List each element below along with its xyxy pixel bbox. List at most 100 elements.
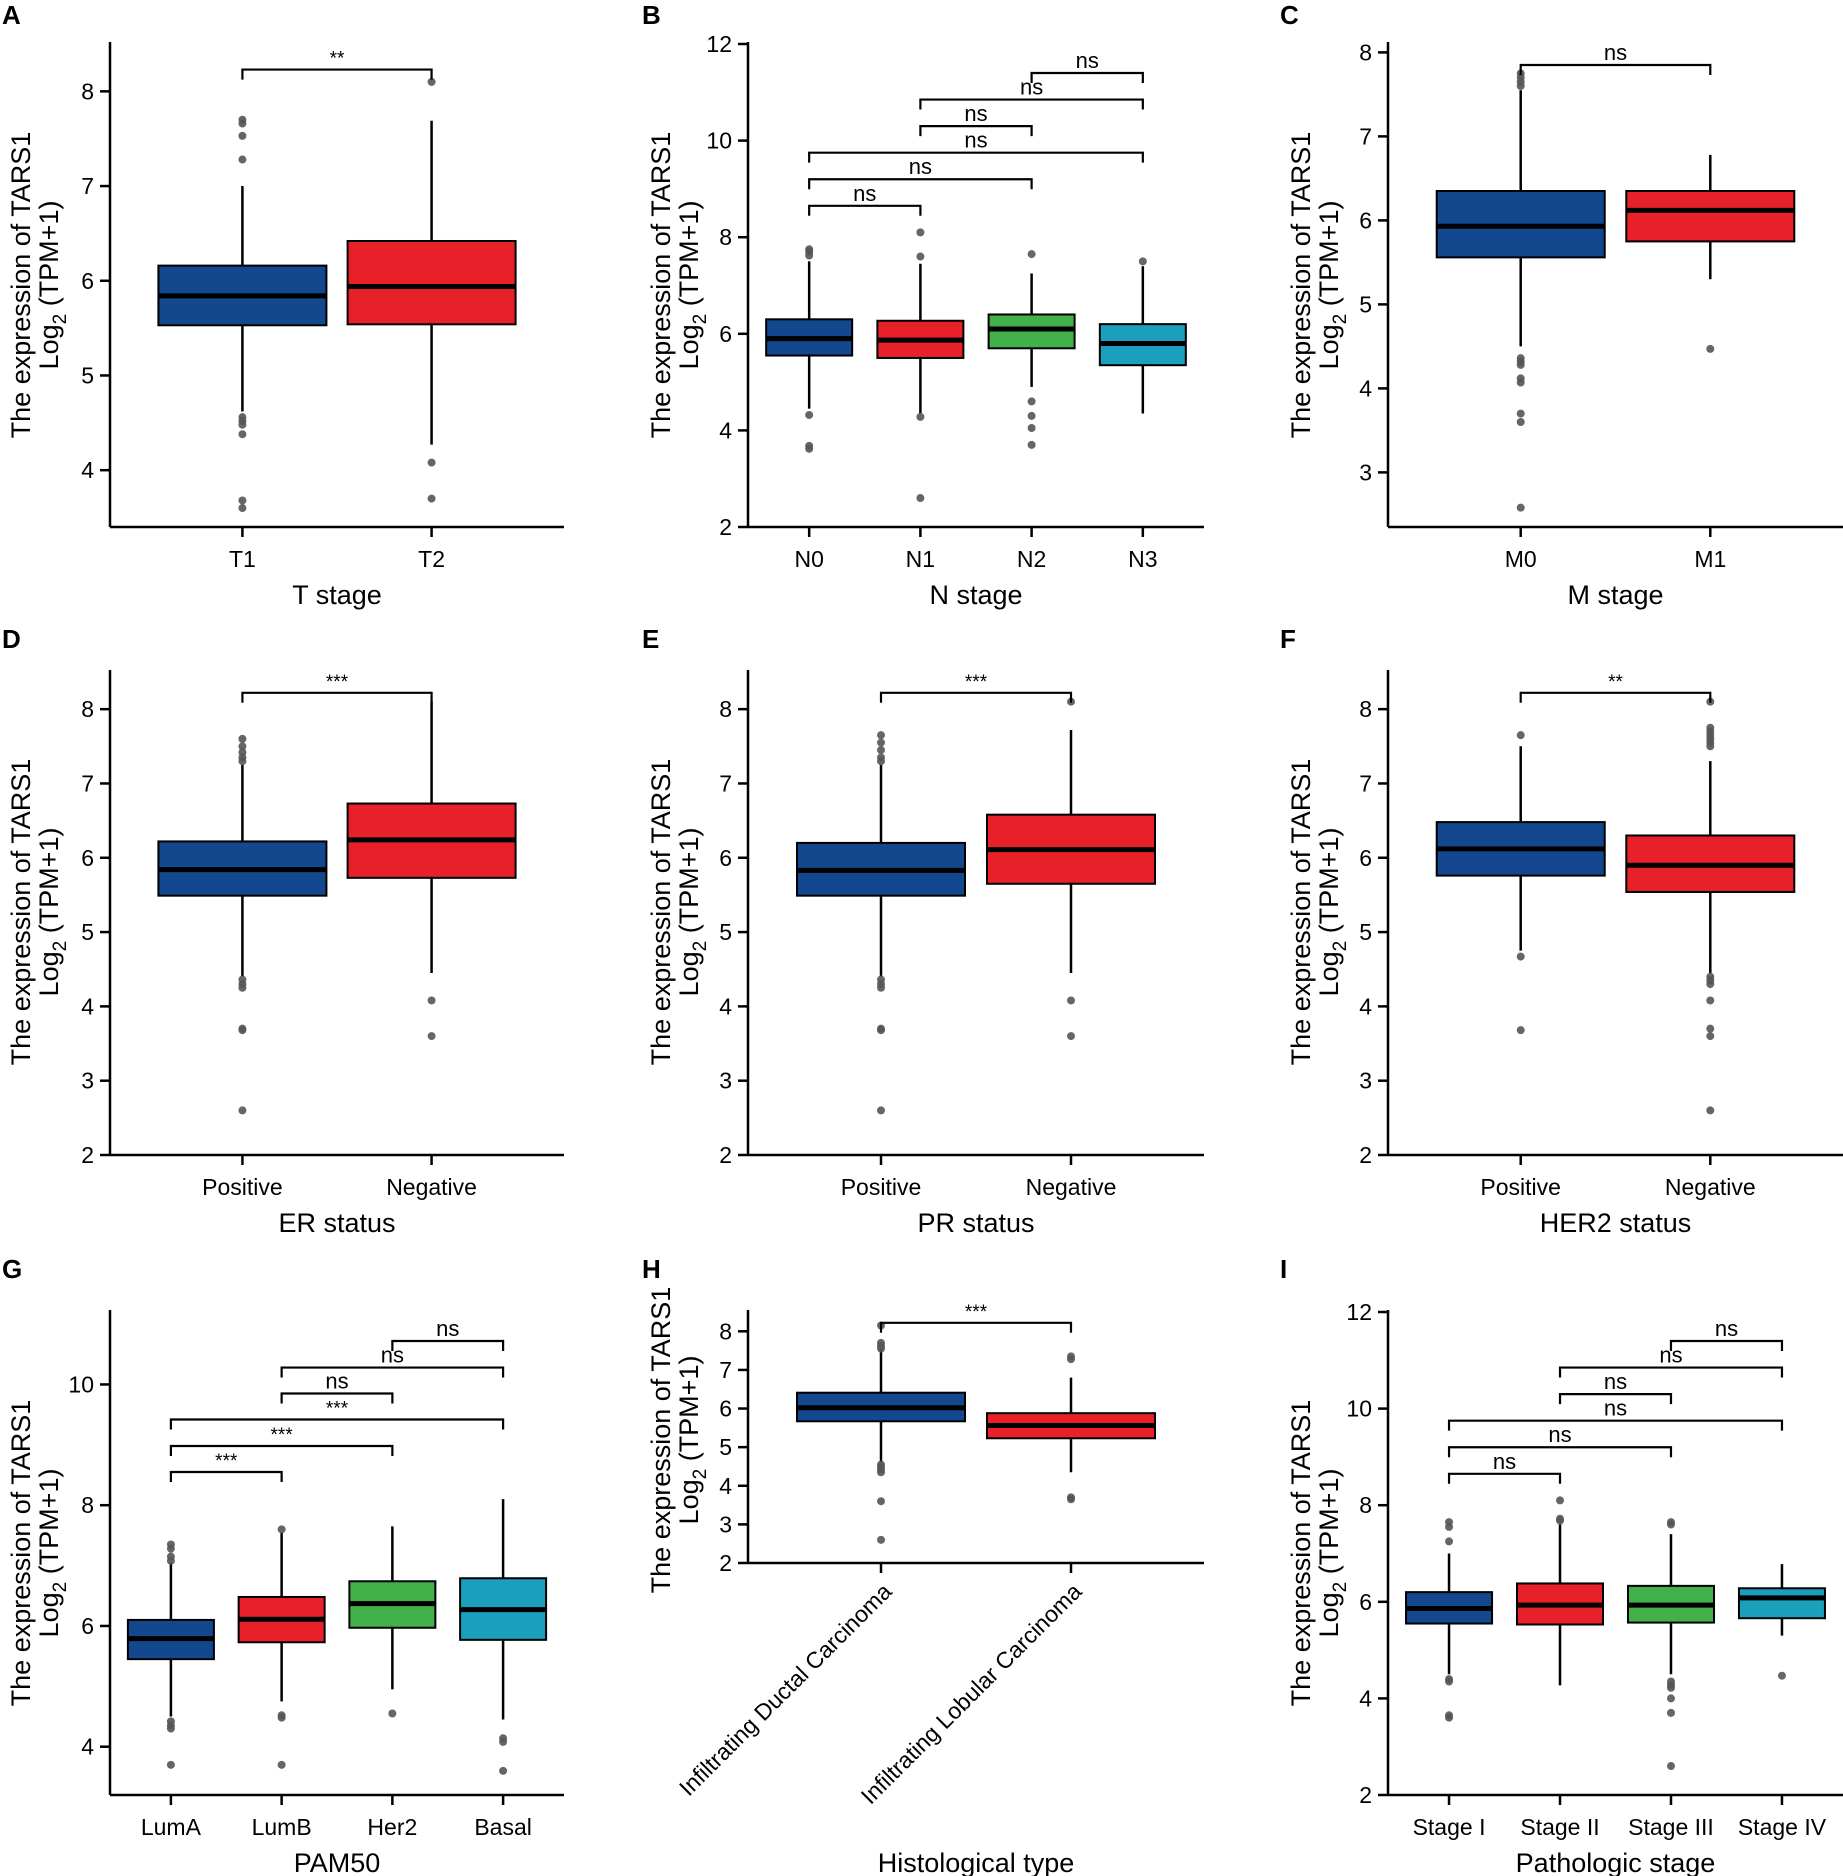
- y-tick-label: 4: [1359, 1685, 1372, 1711]
- box-lumb: [237, 1525, 326, 1769]
- x-tick-label: M1: [1694, 546, 1726, 572]
- significance-bracket: ns: [280, 1343, 505, 1378]
- y-axis-label-line1: The expression of TARS1: [6, 1400, 36, 1707]
- x-tick-label: T2: [418, 546, 445, 572]
- outlier-point: [1027, 411, 1036, 420]
- outlier-point: [427, 1032, 436, 1041]
- significance-bracket: ***: [879, 672, 1073, 703]
- y-axis-label-subscript: 2: [50, 1582, 71, 1593]
- box-n0: [765, 245, 854, 453]
- outlier-point: [1556, 1516, 1565, 1525]
- significance-bracket: ns: [1447, 1396, 1784, 1431]
- outlier-point: [1067, 1355, 1075, 1364]
- bracket-line: [808, 178, 1033, 190]
- y-tick-label: 8: [81, 78, 94, 104]
- y-axis-label-unit: (TPM+1): [1314, 201, 1344, 314]
- outlier-point: [1516, 952, 1525, 961]
- outlier-point: [238, 155, 247, 164]
- significance-bracket: ***: [169, 1425, 394, 1457]
- y-axis-label-line2: Log2 (TPM+1): [674, 1356, 711, 1525]
- bracket-line: [1519, 63, 1712, 75]
- bracket-line: [169, 1444, 394, 1457]
- outlier-point: [1445, 1522, 1454, 1531]
- box-stage-ii: [1516, 1496, 1605, 1686]
- x-axis-title: Histological type: [878, 1848, 1075, 1876]
- panel-letter: B: [642, 0, 661, 30]
- outlier-point: [1706, 1032, 1715, 1041]
- y-tick-label: 3: [719, 1511, 732, 1537]
- y-tick-label: 6: [1359, 207, 1372, 233]
- y-axis-label-line1: The expression of TARS1: [646, 132, 676, 439]
- y-axis-label-line1: The expression of TARS1: [646, 759, 676, 1066]
- outlier-point: [1516, 1026, 1525, 1035]
- x-axis-title: ER status: [278, 1208, 395, 1238]
- y-tick-label: 12: [706, 31, 732, 57]
- y-axis-label-subscript: 2: [690, 314, 711, 325]
- significance-label: ***: [271, 1425, 294, 1446]
- outlier-point: [238, 1106, 247, 1115]
- x-tick-label: Stage I: [1413, 1814, 1486, 1840]
- x-axis-title: N stage: [929, 580, 1022, 610]
- panel-letter: D: [2, 624, 21, 654]
- x-axis-title: HER2 status: [1540, 1208, 1692, 1238]
- y-tick-label: 6: [1359, 845, 1372, 871]
- outlier-point: [1706, 996, 1715, 1005]
- outlier-point: [1516, 360, 1525, 369]
- y-axis-label-subscript: 2: [1330, 1582, 1351, 1593]
- significance-label: ns: [1715, 1316, 1738, 1341]
- y-tick-label: 8: [719, 696, 732, 722]
- y-tick-label: 2: [719, 1550, 732, 1576]
- significance-label: ns: [853, 181, 876, 206]
- outlier-point: [916, 252, 925, 261]
- y-axis-label-subscript: 2: [50, 941, 71, 952]
- y-axis-label-log: Log: [674, 324, 704, 369]
- outlier-point: [238, 734, 247, 743]
- x-tick-label: Negative: [386, 1174, 477, 1200]
- significance-bracket: ns: [808, 181, 922, 216]
- x-tick-label: Stage IV: [1738, 1814, 1827, 1840]
- y-axis-label-line1: The expression of TARS1: [6, 132, 36, 439]
- outlier-point: [166, 1760, 175, 1769]
- x-tick-label: N0: [794, 546, 823, 572]
- y-axis-label-log: Log: [1314, 951, 1344, 996]
- panel-letter: H: [642, 1254, 661, 1284]
- bracket-line: [1447, 1446, 1673, 1458]
- bracket-line: [280, 1366, 505, 1378]
- outlier-point: [1027, 397, 1036, 406]
- y-tick-label: 6: [1359, 1589, 1372, 1615]
- y-axis-label-log: Log: [34, 1592, 64, 1637]
- significance-bracket: ns: [919, 75, 1144, 110]
- outlier-point: [877, 1026, 885, 1035]
- outlier-point: [238, 757, 247, 766]
- outlier-point: [1666, 1762, 1675, 1771]
- significance-label: ns: [1604, 40, 1627, 65]
- outlier-point: [238, 496, 247, 505]
- panel-letter: C: [1280, 0, 1299, 30]
- significance-bracket: ns: [919, 101, 1033, 137]
- y-tick-label: 4: [719, 417, 732, 443]
- box-body: [1737, 1587, 1826, 1620]
- significance-bracket: ns: [808, 128, 1144, 163]
- box-n3: [1098, 257, 1187, 414]
- bracket-line: [1558, 1366, 1784, 1378]
- outlier-point: [877, 738, 885, 747]
- bracket-line: [919, 98, 1144, 110]
- box-stage-i: [1405, 1518, 1494, 1722]
- x-axis-title: T stage: [292, 580, 382, 610]
- outlier-point: [1067, 1495, 1075, 1504]
- outlier-point: [877, 757, 885, 766]
- y-axis-label-line1: The expression of TARS1: [646, 1287, 676, 1594]
- outlier-point: [238, 119, 247, 128]
- box-n1: [876, 228, 965, 503]
- outlier-point: [238, 983, 247, 992]
- outlier-point: [238, 420, 247, 429]
- outlier-point: [238, 742, 247, 751]
- significance-label: ns: [964, 128, 987, 153]
- y-tick-label: 3: [1359, 459, 1372, 485]
